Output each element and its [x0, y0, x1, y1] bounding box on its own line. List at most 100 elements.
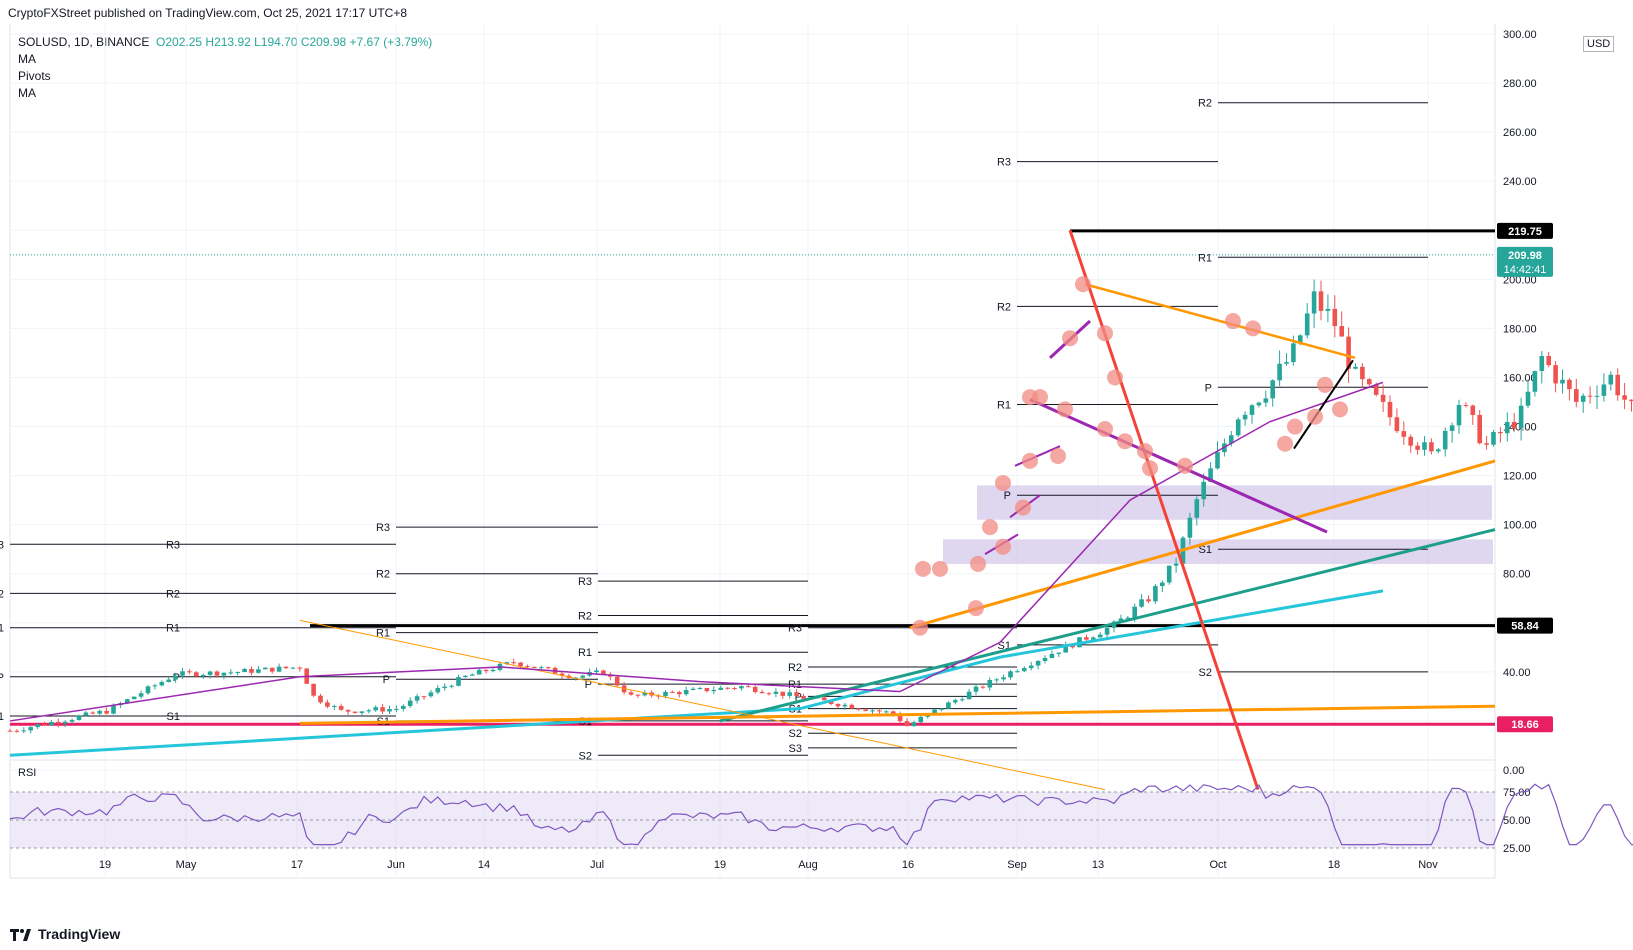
- candle-body: [1456, 404, 1462, 426]
- pivot-label-r2: R2: [0, 588, 4, 600]
- candle-body: [428, 692, 434, 697]
- candle-body: [828, 700, 834, 705]
- highlight-circle: [932, 560, 948, 577]
- candle-body: [573, 677, 579, 679]
- candle-body: [490, 669, 496, 672]
- candle-body: [863, 709, 868, 711]
- price-label: 58.84: [1511, 621, 1539, 633]
- candle-body: [1360, 366, 1365, 380]
- candle-body: [1539, 355, 1545, 372]
- candle-body: [311, 683, 316, 696]
- candle-body: [1242, 414, 1248, 420]
- support-zone-lower: [943, 539, 1493, 564]
- pivot-label-p: P: [383, 674, 390, 686]
- pivot-label-s2: S2: [579, 750, 592, 762]
- candle-body: [980, 686, 986, 688]
- candle-body: [380, 707, 385, 712]
- x-tick-label: 17: [291, 859, 303, 871]
- candle-body: [621, 685, 627, 693]
- candle-body: [1574, 389, 1579, 402]
- candle-body: [1484, 443, 1489, 445]
- candle-body: [256, 669, 261, 673]
- candle-body: [249, 668, 254, 673]
- pivot-label-p: P: [1205, 382, 1212, 394]
- highlight-circle: [1022, 389, 1038, 406]
- candle-body: [594, 670, 599, 673]
- currency-badge[interactable]: USD: [1583, 36, 1615, 52]
- indicator-ma-1[interactable]: MA: [18, 52, 36, 66]
- candle-body: [1256, 402, 1262, 406]
- candle-body: [1560, 379, 1565, 384]
- candle-body: [21, 730, 27, 732]
- indicator-ma-2[interactable]: MA: [18, 86, 36, 100]
- trendline-red: [1068, 229, 1260, 791]
- candle-body: [1511, 421, 1517, 429]
- candle-body: [1346, 336, 1351, 369]
- tradingview-brand[interactable]: TradingView: [10, 926, 120, 942]
- candle-body: [601, 670, 606, 675]
- pivot-label-r1: R1: [997, 399, 1011, 411]
- price-label-box: [1497, 617, 1553, 634]
- rsi-line: [9, 783, 1633, 846]
- candle-body: [794, 692, 799, 696]
- candle-body: [297, 667, 303, 669]
- symbol-label[interactable]: SOLUSD, 1D, BINANCE: [18, 35, 150, 49]
- candle-body: [470, 674, 475, 676]
- candle-body: [911, 722, 917, 727]
- candle-body: [1235, 419, 1241, 436]
- candle-body: [739, 686, 744, 689]
- candle-body: [1546, 355, 1551, 366]
- candle-body: [959, 699, 965, 701]
- highlight-circle: [1142, 460, 1158, 477]
- candle-body: [7, 730, 13, 732]
- candle-body: [953, 700, 958, 703]
- pivot-label-r2: R2: [788, 662, 802, 674]
- highlight-circle: [1015, 499, 1031, 516]
- candle-body: [159, 681, 165, 686]
- candle-body: [187, 671, 192, 673]
- candle-body: [14, 730, 20, 732]
- candle-body: [746, 686, 751, 688]
- tradingview-logo-icon: [10, 927, 32, 941]
- candle-body: [1277, 363, 1282, 381]
- indicator-pivots[interactable]: Pivots: [18, 69, 51, 83]
- candle-body: [200, 674, 206, 677]
- candle-body: [1118, 618, 1124, 622]
- candle-body: [463, 675, 468, 678]
- candle-body: [732, 688, 737, 690]
- candle-body: [228, 672, 234, 674]
- candle-body: [180, 671, 185, 676]
- candle-body: [1291, 343, 1296, 363]
- segment-purple-1: [1014, 445, 1061, 467]
- candle-body: [1304, 313, 1310, 336]
- candle-body: [932, 709, 937, 714]
- highlight-circle: [915, 560, 931, 577]
- candle-body: [1153, 586, 1158, 602]
- candle-body: [511, 662, 516, 664]
- y-tick-label: 40.00: [1503, 667, 1531, 679]
- y-tick-label: 140.00: [1503, 422, 1537, 434]
- price-label-box: [1497, 246, 1553, 277]
- candle-body: [704, 687, 710, 692]
- candle-body: [877, 710, 882, 712]
- y-tick-label: 120.00: [1503, 471, 1537, 483]
- candle-body: [752, 686, 758, 692]
- pivot-label-p: P: [173, 672, 180, 684]
- highlight-circle: [1317, 376, 1333, 393]
- candle-body: [559, 673, 565, 676]
- pivot-label-r3: R3: [376, 522, 390, 534]
- trendline-orange-flat: [299, 704, 1496, 725]
- candle-body: [1325, 308, 1331, 311]
- candle-body: [1311, 291, 1317, 314]
- candle-body: [276, 666, 282, 672]
- candle-body: [1270, 380, 1275, 399]
- highlight-circle: [1107, 369, 1123, 386]
- x-tick-label: 18: [1328, 859, 1340, 871]
- pivot-label-r3: R3: [0, 539, 4, 551]
- candle-body: [456, 677, 461, 686]
- pivot-label-s1: S1: [0, 711, 4, 723]
- candle-body: [1332, 308, 1338, 327]
- candle-body: [1139, 599, 1144, 607]
- candle-body: [76, 715, 82, 720]
